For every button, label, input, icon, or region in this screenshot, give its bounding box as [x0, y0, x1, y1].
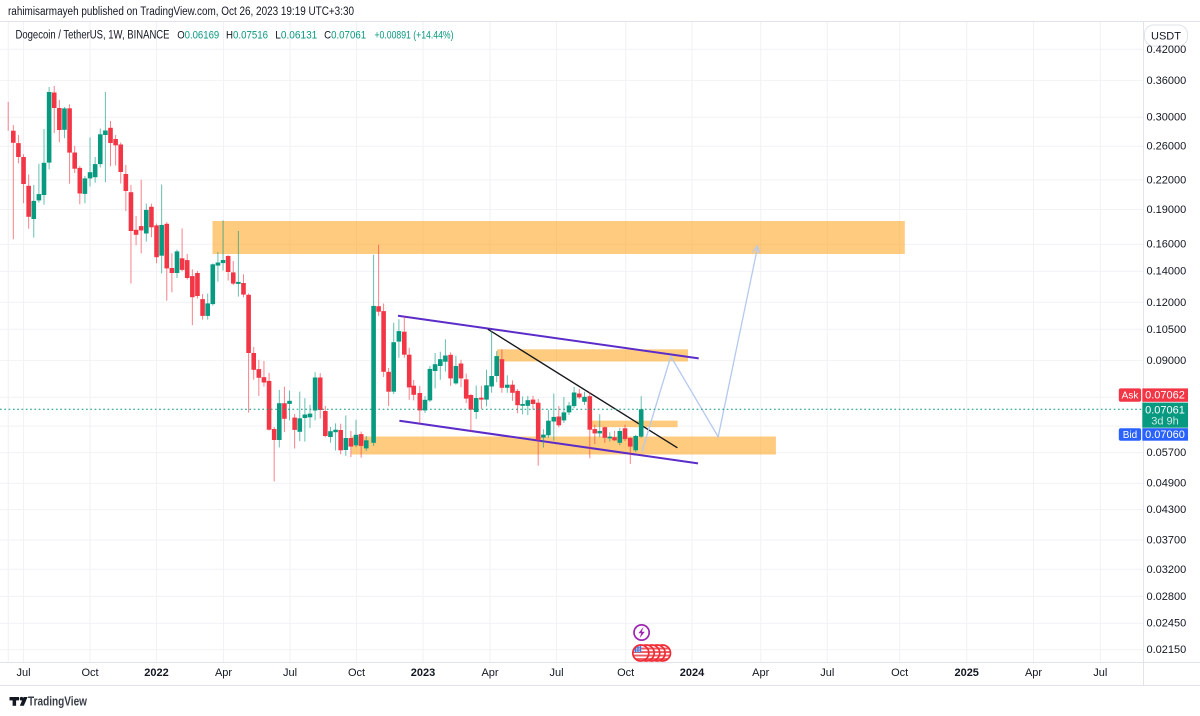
svg-text:Jul: Jul — [283, 667, 297, 679]
svg-text:Apr: Apr — [481, 667, 498, 679]
svg-text:L0.06131: L0.06131 — [275, 30, 317, 42]
svg-text:rahimisarmayeh published on Tr: rahimisarmayeh published on TradingView.… — [8, 6, 354, 18]
svg-text:H0.07516: H0.07516 — [226, 30, 268, 42]
svg-text:0.12000: 0.12000 — [1147, 297, 1187, 309]
svg-text:2025: 2025 — [954, 667, 978, 679]
svg-text:0.05700: 0.05700 — [1147, 447, 1187, 459]
svg-text:Dogecoin / TetherUS, 1W, BINAN: Dogecoin / TetherUS, 1W, BINANCE — [16, 30, 170, 42]
svg-text:0.36000: 0.36000 — [1147, 75, 1187, 87]
svg-text:Bid: Bid — [1123, 430, 1137, 441]
svg-text:USDT: USDT — [1151, 31, 1181, 43]
svg-text:0.03700: 0.03700 — [1147, 535, 1187, 547]
svg-text:0.02800: 0.02800 — [1147, 591, 1187, 603]
svg-text:0.04300: 0.04300 — [1147, 504, 1187, 516]
svg-text:0.04900: 0.04900 — [1147, 478, 1187, 490]
svg-text:Jul: Jul — [16, 667, 30, 679]
svg-text:Jul: Jul — [549, 667, 563, 679]
svg-text:2023: 2023 — [411, 667, 435, 679]
svg-text:0.16000: 0.16000 — [1147, 239, 1187, 251]
svg-text:Apr: Apr — [752, 667, 769, 679]
svg-text:0.02450: 0.02450 — [1147, 618, 1187, 630]
svg-text:TradingView: TradingView — [28, 695, 87, 709]
svg-text:O0.06169: O0.06169 — [177, 30, 219, 42]
svg-text:Jul: Jul — [1093, 667, 1107, 679]
svg-text:0.07060: 0.07060 — [1145, 429, 1185, 441]
svg-text:0.10500: 0.10500 — [1147, 324, 1187, 336]
svg-text:Jul: Jul — [820, 667, 834, 679]
svg-text:0.09000: 0.09000 — [1147, 355, 1187, 367]
svg-text:2024: 2024 — [680, 667, 705, 679]
svg-text:Oct: Oct — [891, 667, 908, 679]
svg-text:0.42000: 0.42000 — [1147, 44, 1187, 56]
svg-text:Oct: Oct — [617, 667, 634, 679]
svg-text:2022: 2022 — [144, 667, 168, 679]
svg-text:0.02150: 0.02150 — [1147, 644, 1187, 656]
svg-text:Oct: Oct — [348, 667, 365, 679]
svg-text:0.22000: 0.22000 — [1147, 174, 1187, 186]
svg-text:+0.00891 (+14.44%): +0.00891 (+14.44%) — [375, 30, 454, 42]
svg-text:C0.07061: C0.07061 — [324, 30, 366, 42]
svg-text:Apr: Apr — [1025, 667, 1042, 679]
svg-text:0.03200: 0.03200 — [1147, 564, 1187, 576]
svg-text:0.19000: 0.19000 — [1147, 204, 1187, 216]
svg-text:Oct: Oct — [81, 667, 98, 679]
svg-text:Ask: Ask — [1122, 390, 1140, 401]
svg-text:0.30000: 0.30000 — [1147, 112, 1187, 124]
svg-text:0.07061: 0.07061 — [1145, 404, 1185, 416]
svg-text:0.26000: 0.26000 — [1147, 141, 1187, 153]
svg-text:0.07062: 0.07062 — [1145, 390, 1185, 402]
svg-text:Apr: Apr — [215, 667, 232, 679]
svg-text:0.14000: 0.14000 — [1147, 266, 1187, 278]
svg-text:3d 9h: 3d 9h — [1151, 416, 1179, 428]
